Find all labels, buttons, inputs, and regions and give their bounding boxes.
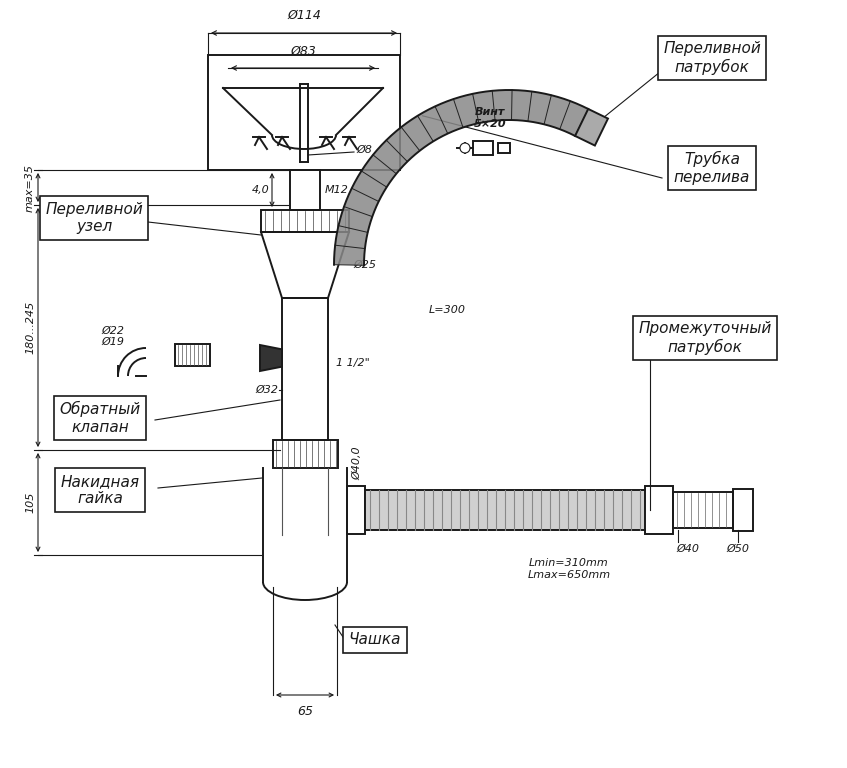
Text: Ø32: Ø32 [255,385,278,395]
Bar [498,143,510,153]
Polygon shape [260,345,282,371]
Bar [273,440,337,468]
Text: 65: 65 [297,705,313,718]
Bar [365,490,645,530]
Text: Обратный
клапан: Обратный клапан [59,401,141,435]
Text: Ø25: Ø25 [353,260,376,270]
Bar [347,486,365,534]
Bar [261,210,349,232]
Bar [733,489,753,531]
Text: Ø22: Ø22 [102,326,125,336]
Text: Переливной
патрубок: Переливной патрубок [663,41,761,75]
Bar [290,170,320,210]
Text: Ø19: Ø19 [102,337,125,347]
Text: Ø50: Ø50 [727,544,750,554]
Bar [174,344,209,366]
Text: Винт
5×20: Винт 5×20 [473,108,507,129]
Text: Чашка: Чашка [349,633,401,647]
Bar [282,298,328,440]
Text: Ø8: Ø8 [356,145,372,155]
Bar [645,486,673,534]
Text: Ø83: Ø83 [290,45,316,58]
Bar [473,141,493,155]
Polygon shape [575,109,608,146]
Bar [673,492,733,528]
Text: Накидная
гайка: Накидная гайка [60,474,140,506]
Text: Ø114: Ø114 [287,9,321,22]
Text: M12: M12 [325,185,349,195]
Text: max=35: max=35 [25,164,35,211]
Text: Ø40: Ø40 [677,544,700,554]
Text: Lmin=310mm: Lmin=310mm [529,558,609,568]
Text: 1 1/2": 1 1/2" [336,358,370,368]
Text: Ø40,0: Ø40,0 [352,446,362,480]
Text: 105: 105 [25,492,35,513]
Text: Переливной
узел: Переливной узел [45,202,143,234]
Polygon shape [334,90,588,265]
Text: Промежуточный
патрубок: Промежуточный патрубок [639,321,772,355]
Text: Трубка
перелива: Трубка перелива [674,151,750,185]
Text: Lmax=650mm: Lmax=650mm [528,570,611,580]
Text: 4,0: 4,0 [252,185,270,195]
Circle shape [460,143,470,153]
Text: L=300: L=300 [429,305,466,315]
Text: 180...245: 180...245 [25,301,35,354]
Bar [208,55,400,170]
